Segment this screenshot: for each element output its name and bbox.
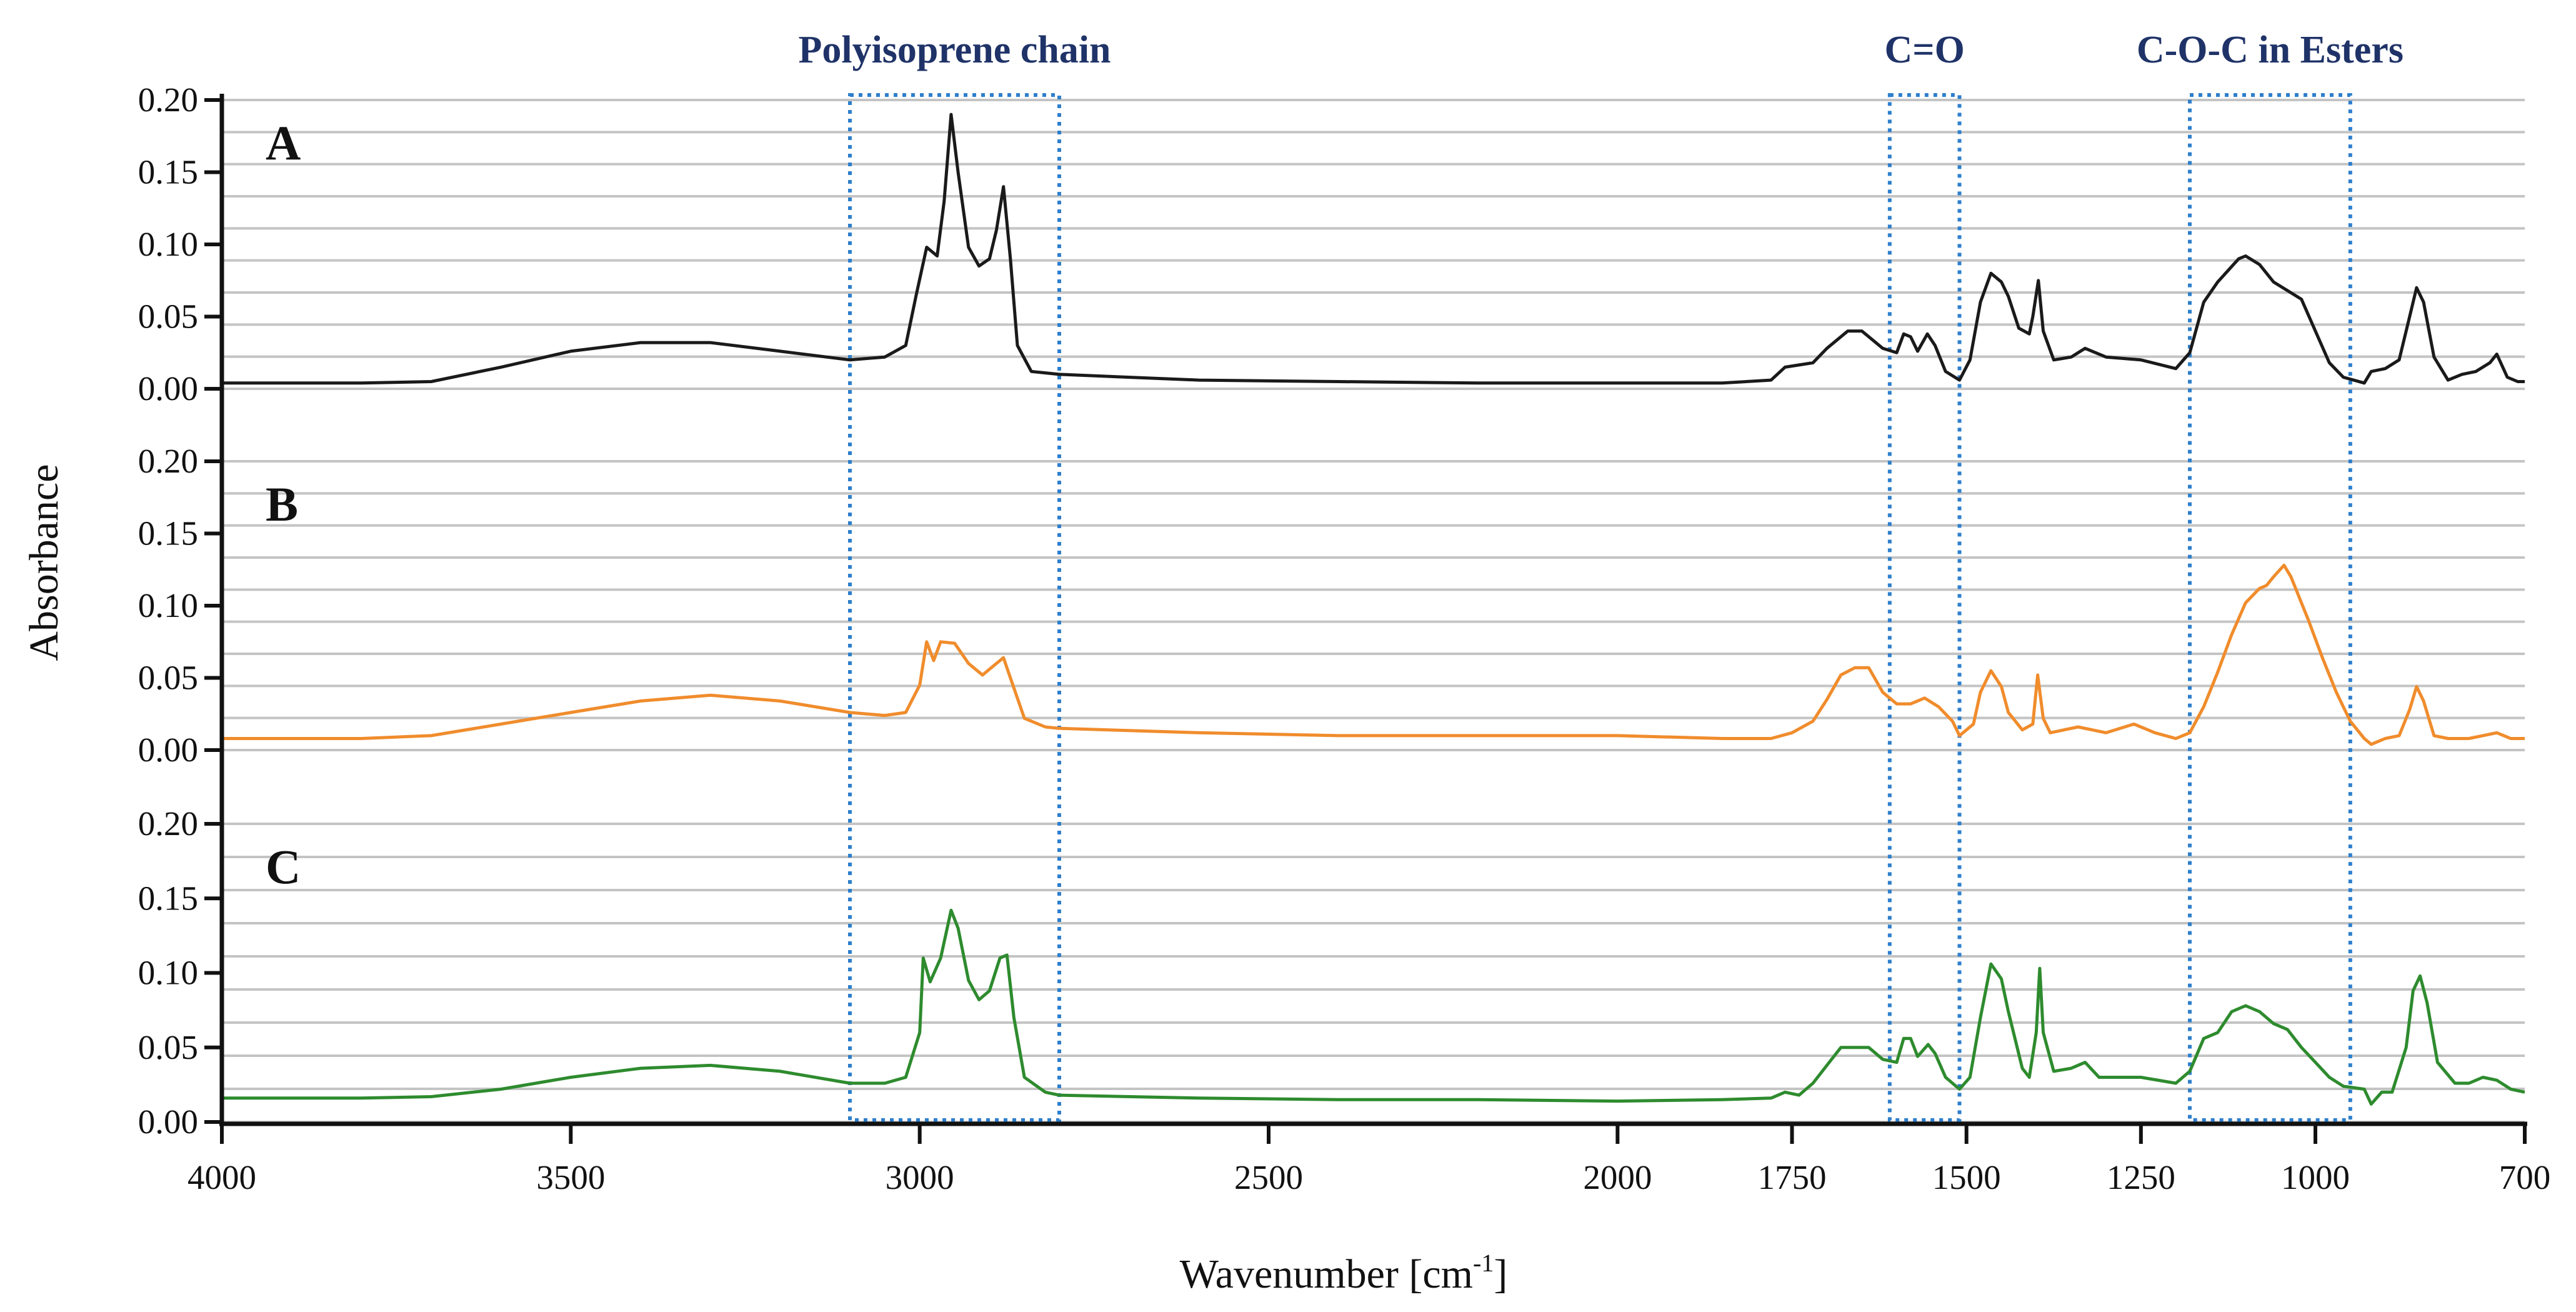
region-box-2 (1887, 93, 1962, 1122)
y-tick-label: 0.15 (138, 879, 198, 917)
series-line-A (222, 113, 2525, 385)
region-label-1: Polyisoprene chain (798, 29, 1111, 71)
region-box-3 (2188, 93, 2352, 1122)
panel-label-B: B (266, 477, 298, 531)
x-tick-label: 1750 (1758, 1158, 1827, 1196)
y-tick-label: 0.20 (138, 804, 198, 843)
y-tick-label: 0.00 (138, 731, 198, 769)
y-tick-label: 0.00 (138, 369, 198, 408)
x-tick-label: 4000 (187, 1158, 256, 1196)
y-tick-label: 0.15 (138, 153, 198, 191)
y-tick-label: 0.05 (138, 1028, 198, 1066)
panel-label-A: A (266, 116, 301, 170)
region-label-2: C=O (1884, 29, 1964, 71)
x-axis-title-main: Wavenumber [cm (1180, 1251, 1473, 1297)
highlight-regions (848, 93, 2352, 1122)
series-line-B (222, 563, 2525, 746)
x-axis-title: Wavenumber [cm-1] (1180, 1249, 1508, 1297)
x-tick-label: 2000 (1583, 1158, 1652, 1196)
y-tick-label: 0.05 (138, 298, 198, 336)
y-tick-label: 0.05 (138, 659, 198, 697)
y-axis-title: Absorbance (21, 464, 67, 661)
y-tick-label: 0.10 (138, 954, 198, 992)
y-tick-label: 0.10 (138, 225, 198, 263)
x-tick-label: 700 (2499, 1158, 2551, 1196)
y-tick-label: 0.00 (138, 1103, 198, 1141)
x-axis-title-superscript: -1 (1473, 1249, 1494, 1277)
x-tick-label: 3000 (886, 1158, 954, 1196)
x-tick-label: 2500 (1234, 1158, 1303, 1196)
y-tick-label: 0.10 (138, 586, 198, 624)
panel-label-C: C (266, 839, 301, 894)
axes (204, 94, 2527, 1144)
gridlines (222, 99, 2525, 1123)
tick-labels: 0.00 0.05 0.10 0.15 0.20 0.00 0.05 0.10 0.15 0.20… (138, 81, 2551, 1196)
x-axis-title-suffix: ] (1494, 1251, 1507, 1297)
x-tick-label: 1500 (1932, 1158, 2001, 1196)
series-line-C (222, 908, 2525, 1106)
x-tick-label: 1250 (2107, 1158, 2175, 1196)
x-tick-label: 1000 (2281, 1158, 2350, 1196)
x-tick-label: 3500 (536, 1158, 605, 1196)
region-label-3: C-O-C in Esters (2137, 29, 2404, 71)
y-tick-label: 0.20 (138, 81, 198, 119)
y-tick-label: 0.20 (138, 442, 198, 480)
panel-labels: A B C (266, 116, 301, 894)
y-tick-label: 0.15 (138, 514, 198, 553)
region-box-1 (848, 93, 1061, 1122)
region-labels: Polyisoprene chain C=O C-O-C in Esters (798, 29, 2403, 71)
spectra-lines (222, 113, 2525, 1106)
